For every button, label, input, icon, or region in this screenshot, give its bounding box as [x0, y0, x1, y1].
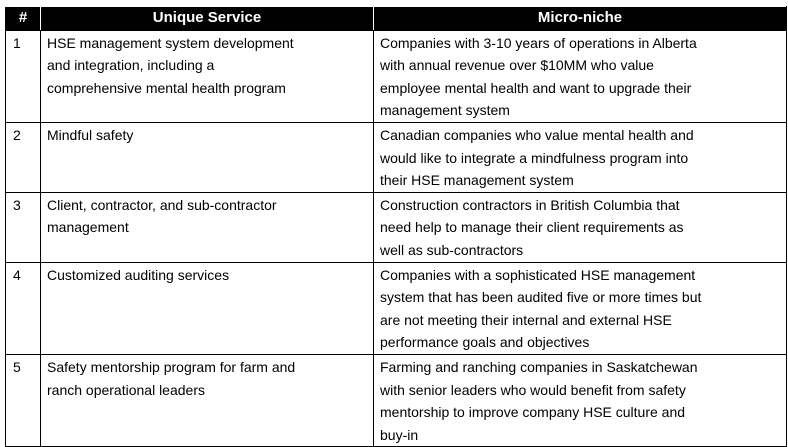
header-row: # Unique Service Micro-niche: [5, 6, 787, 31]
header-num: #: [5, 6, 41, 31]
unique-service-cell: Safety mentorship program for farm and r…: [40, 353, 374, 447]
table-row: 3 Client, contractor, and sub-contractor…: [5, 191, 787, 263]
unique-service-cell: Client, contractor, and sub-contractor m…: [40, 191, 374, 263]
header-micro-niche: Micro-niche: [373, 6, 787, 31]
micro-niche-cell: Farming and ranching companies in Saskat…: [373, 353, 787, 447]
row-number: 4: [5, 261, 41, 355]
row-number: 2: [5, 121, 41, 193]
table-row: 5 Safety mentorship program for farm and…: [5, 353, 787, 447]
table-row: 1 HSE management system development and …: [5, 29, 787, 123]
unique-service-cell: Customized auditing services: [40, 261, 374, 355]
unique-service-cell: HSE management system development and in…: [40, 29, 374, 123]
services-table: # Unique Service Micro-niche 1 HSE manag…: [5, 6, 787, 447]
micro-niche-cell: Canadian companies who value mental heal…: [373, 121, 787, 193]
row-number: 1: [5, 29, 41, 123]
header-unique-service: Unique Service: [40, 6, 374, 31]
micro-niche-cell: Construction contractors in British Colu…: [373, 191, 787, 263]
micro-niche-cell: Companies with 3-10 years of operations …: [373, 29, 787, 123]
micro-niche-cell: Companies with a sophisticated HSE manag…: [373, 261, 787, 355]
table-row: 2 Mindful safety Canadian companies who …: [5, 121, 787, 193]
row-number: 5: [5, 353, 41, 447]
table-row: 4 Customized auditing services Companies…: [5, 261, 787, 355]
unique-service-cell: Mindful safety: [40, 121, 374, 193]
row-number: 3: [5, 191, 41, 263]
